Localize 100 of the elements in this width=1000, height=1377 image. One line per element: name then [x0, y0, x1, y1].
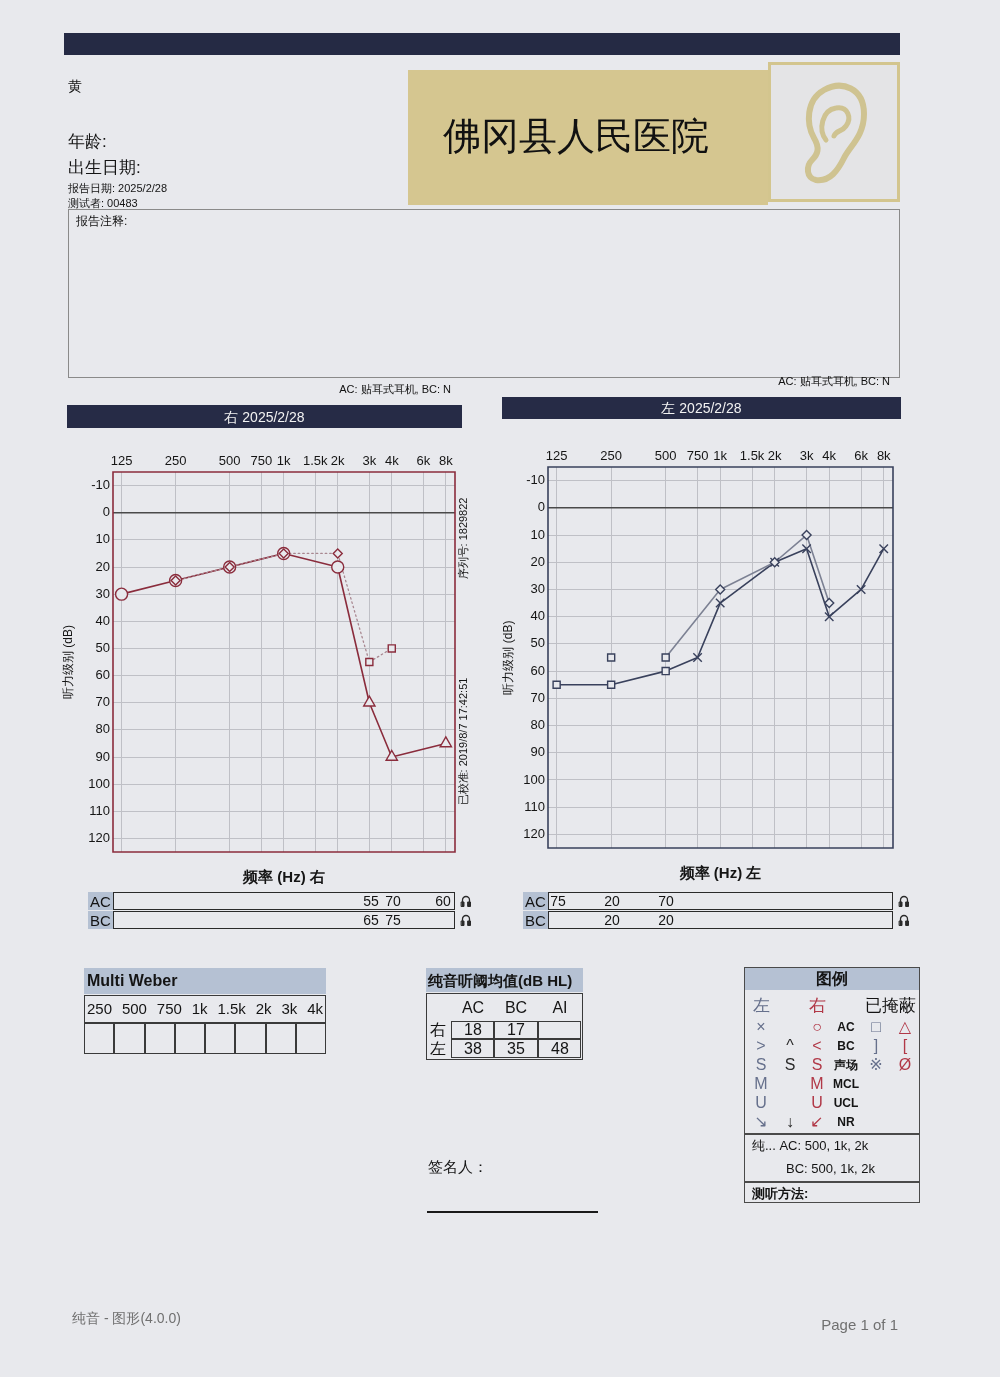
text: 佛冈县人民医院: [443, 115, 709, 157]
text: ↓: [786, 1113, 794, 1130]
y-tick-label: 90: [530, 744, 545, 760]
x-tick-label: 6k: [416, 452, 431, 468]
x-tick-label: 6k: [854, 447, 869, 463]
y-tick-label: -10: [91, 477, 110, 493]
text: ]: [873, 1037, 879, 1054]
x-axis-title: 频率 (Hz) 右: [243, 867, 325, 885]
chart-subtitle: AC: 贴耳式耳机, BC: N: [339, 382, 451, 395]
text: ↙: [810, 1113, 824, 1130]
text: △: [898, 1018, 912, 1035]
y-tick-label: 10: [530, 526, 545, 542]
text: 17: [507, 1021, 525, 1038]
y-tick-label: 120: [523, 825, 545, 841]
x-tick-label: 4k: [822, 447, 837, 463]
text: 48: [551, 1040, 569, 1057]
text: Page 1 of 1: [821, 1315, 898, 1333]
x-tick-label: 3k: [362, 452, 377, 468]
x-tick-label: 8k: [438, 452, 454, 468]
y-tick-label: 70: [95, 694, 110, 710]
y-tick-label: 20: [530, 553, 545, 569]
x-tick-label: 3k: [799, 447, 814, 463]
y-tick-label: 70: [530, 689, 545, 705]
x-tick-label: 1.5k: [303, 452, 329, 468]
text: 报告日期: 2025/2/28: [68, 181, 168, 194]
x-tick-label: 2k: [330, 452, 346, 468]
y-tick-label: 20: [95, 558, 110, 574]
text: ×: [756, 1018, 766, 1035]
text: 右: [808, 995, 826, 1015]
text: 左: [752, 995, 770, 1015]
text: ○: [812, 1018, 822, 1035]
text: UCL: [833, 1096, 859, 1110]
y-tick-label: 40: [95, 612, 110, 628]
text: 75: [385, 912, 401, 928]
chart-subtitle: AC: 贴耳式耳机, BC: N: [778, 374, 890, 387]
y-tick-label: 80: [530, 717, 545, 733]
x-tick-label: 1k: [713, 447, 728, 463]
x-tick-label: 1k: [276, 452, 292, 468]
x-tick-label: 500: [654, 447, 677, 463]
y-tick-label: 30: [530, 581, 545, 597]
chart-title: 左 2025/2/28: [661, 400, 742, 416]
text: 右: [430, 1021, 446, 1038]
x-axis-title: 频率 (Hz) 左: [679, 863, 762, 881]
text: 签名人：: [428, 1157, 488, 1175]
y-tick-label: 100: [523, 771, 545, 787]
text: 纯... AC: 500, 1k, 2k: [752, 1137, 869, 1153]
text: AI: [552, 999, 568, 1016]
text: 测听方法:: [752, 1185, 809, 1201]
text: BC: [504, 999, 528, 1016]
text: 纯音 - 图形(4.0.0): [72, 1310, 181, 1326]
text: 20: [604, 912, 620, 928]
x-tick-label: 4k: [384, 452, 400, 468]
y-tick-label: 100: [88, 775, 110, 791]
text: 60: [435, 893, 451, 909]
text: 声场: [834, 1058, 858, 1072]
text: 18: [464, 1021, 482, 1038]
text: ↘: [754, 1113, 768, 1130]
text: 测试者: 00483: [68, 196, 138, 209]
text: 报告注释:: [76, 214, 128, 228]
text: 图例: [816, 970, 848, 987]
text: 左: [430, 1040, 446, 1057]
text: <: [812, 1037, 822, 1054]
y-tick-label: 50: [530, 635, 545, 651]
x-tick-label: 250: [600, 447, 623, 463]
y-tick-label: 110: [89, 802, 110, 818]
text: S: [811, 1056, 823, 1073]
text: NR: [837, 1115, 855, 1129]
text: 35: [507, 1040, 525, 1057]
x-tick-label: 750: [686, 447, 709, 463]
text: AC: [90, 892, 111, 910]
text: ※: [869, 1056, 883, 1073]
y-tick-label: 40: [530, 608, 545, 624]
text: M: [810, 1075, 824, 1092]
text: Ø: [898, 1056, 912, 1073]
text: S: [755, 1056, 767, 1073]
text: AC: [525, 892, 546, 910]
y-tick-label: 10: [95, 531, 110, 547]
y-tick-label: 60: [530, 662, 545, 678]
y-tick-label: 0: [102, 504, 110, 520]
text: BC: 500, 1k, 2k: [786, 1160, 875, 1176]
text: 70: [658, 893, 674, 909]
text: 75: [550, 893, 566, 909]
y-tick-label: 30: [95, 585, 110, 601]
text: BC: [837, 1039, 855, 1053]
x-tick-label: 750: [250, 452, 273, 468]
text: U: [755, 1094, 767, 1111]
y-tick-label: 110: [524, 798, 545, 814]
text: >: [756, 1037, 766, 1054]
y-axis-title: 听力级别 (dB): [60, 624, 75, 700]
text: 出生日期:: [68, 157, 141, 177]
text: MCL: [833, 1077, 859, 1091]
y-axis-title: 听力级别 (dB): [500, 620, 515, 695]
text: [: [902, 1037, 908, 1054]
x-tick-label: 8k: [876, 447, 892, 463]
text: AC: [837, 1020, 855, 1034]
text: 序列号: 1829822: [457, 497, 470, 579]
text: Multi Weber: [87, 972, 178, 989]
y-tick-label: -10: [526, 472, 545, 488]
y-tick-label: 60: [95, 667, 110, 683]
text: 70: [385, 893, 401, 909]
